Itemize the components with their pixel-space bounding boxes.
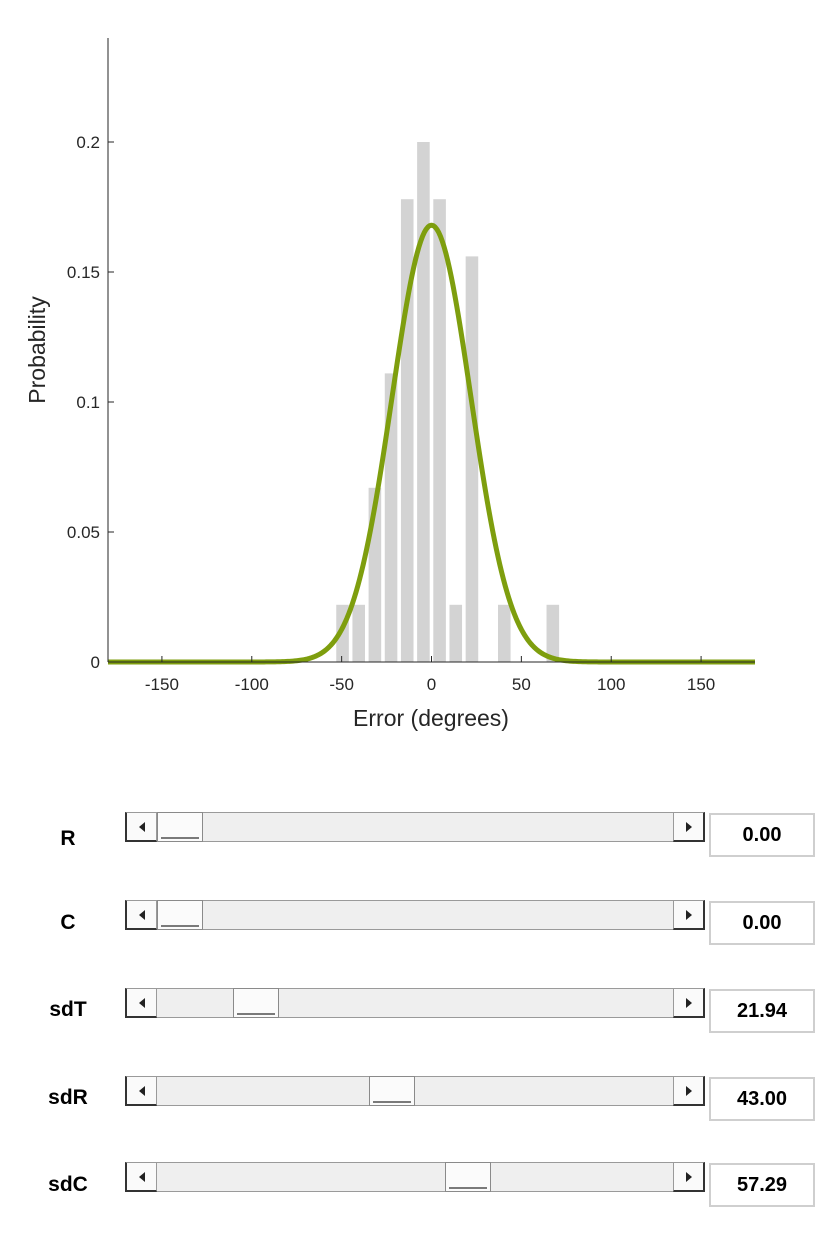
x-tick-label: 150	[687, 675, 715, 694]
error-histogram-chart: -150 -100 -50 0 50 100 150 0 0.05 0.1 0.15 0.2 Erro…	[24, 38, 756, 731]
x-tick-label: -50	[329, 675, 354, 694]
param-label-sdc: sdC	[48, 1173, 88, 1196]
y-tick-label: 0.1	[76, 393, 100, 412]
right-arrow-icon	[686, 998, 692, 1008]
slider-sdt-right-arrow[interactable]	[673, 988, 705, 1018]
x-tick-label: 0	[427, 675, 436, 694]
control-row-sdc: sdC 57.29	[0, 1155, 833, 1215]
axes: -150 -100 -50 0 50 100 150 0 0.05 0.1 0.15 0.2	[67, 38, 755, 694]
histogram-bar	[449, 604, 463, 662]
histogram-bar	[546, 604, 560, 662]
x-axis-label: Error (degrees)	[353, 705, 509, 731]
histogram-bar	[433, 199, 446, 662]
slider-sdc-left-arrow[interactable]	[125, 1162, 157, 1192]
left-arrow-icon	[139, 998, 145, 1008]
slider-sdt-left-arrow[interactable]	[125, 988, 157, 1018]
param-label-r: R	[60, 827, 76, 850]
histogram-bar	[352, 604, 366, 662]
slider-sdc[interactable]	[125, 1162, 705, 1192]
value-box-sdr[interactable]: 43.00	[709, 1077, 815, 1121]
histogram-bar	[417, 142, 430, 662]
x-tick-label: 50	[512, 675, 531, 694]
param-label-c: C	[60, 911, 76, 934]
slider-sdr-left-arrow[interactable]	[125, 1076, 157, 1106]
slider-r[interactable]	[125, 812, 705, 842]
slider-sdt[interactable]	[125, 988, 705, 1018]
histogram-bar	[384, 373, 398, 662]
control-row-sdr: sdR 43.00	[0, 1069, 833, 1129]
slider-sdc-right-arrow[interactable]	[673, 1162, 705, 1192]
left-arrow-icon	[139, 910, 145, 920]
left-arrow-icon	[139, 1172, 145, 1182]
param-label-sdr: sdR	[48, 1086, 88, 1109]
y-tick-label: 0	[91, 653, 100, 672]
slider-sdr[interactable]	[125, 1076, 705, 1106]
control-row-r: R 0.00	[0, 805, 833, 865]
right-arrow-icon	[686, 1172, 692, 1182]
histogram-bar	[465, 256, 479, 662]
control-row-c: C 0.00	[0, 893, 833, 953]
right-arrow-icon	[686, 1086, 692, 1096]
slider-c[interactable]	[125, 900, 705, 930]
y-axis-label: Probability	[24, 296, 50, 404]
param-label-sdt: sdT	[49, 998, 87, 1021]
value-box-sdc[interactable]: 57.29	[709, 1163, 815, 1207]
slider-sdr-right-arrow[interactable]	[673, 1076, 705, 1106]
x-tick-label: -100	[235, 675, 269, 694]
slider-r-right-arrow[interactable]	[673, 812, 705, 842]
left-arrow-icon	[139, 822, 145, 832]
gaussian-fit-curve	[107, 222, 756, 665]
right-arrow-icon	[686, 822, 692, 832]
value-box-sdt[interactable]: 21.94	[709, 989, 815, 1033]
y-tick-label: 0.05	[67, 523, 100, 542]
slider-c-thumb[interactable]	[157, 900, 203, 930]
slider-c-right-arrow[interactable]	[673, 900, 705, 930]
x-tick-label: -150	[145, 675, 179, 694]
histogram-bars	[336, 142, 560, 662]
slider-c-left-arrow[interactable]	[125, 900, 157, 930]
slider-sdr-thumb[interactable]	[369, 1076, 416, 1106]
y-tick-label: 0.2	[76, 133, 100, 152]
value-box-c[interactable]: 0.00	[709, 901, 815, 945]
slider-r-thumb[interactable]	[157, 812, 203, 842]
fit-curve-layer	[107, 222, 756, 665]
slider-sdt-thumb[interactable]	[232, 988, 279, 1018]
left-arrow-icon	[139, 1086, 145, 1096]
control-row-sdt: sdT 21.94	[0, 981, 833, 1041]
value-box-r[interactable]: 0.00	[709, 813, 815, 857]
histogram-bar	[497, 604, 511, 662]
slider-sdc-thumb[interactable]	[444, 1162, 491, 1192]
right-arrow-icon	[686, 910, 692, 920]
slider-r-left-arrow[interactable]	[125, 812, 157, 842]
x-tick-label: 100	[597, 675, 625, 694]
y-tick-label: 0.15	[67, 263, 100, 282]
